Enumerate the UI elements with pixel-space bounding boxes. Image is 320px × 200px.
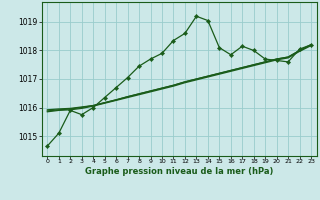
X-axis label: Graphe pression niveau de la mer (hPa): Graphe pression niveau de la mer (hPa) <box>85 167 273 176</box>
